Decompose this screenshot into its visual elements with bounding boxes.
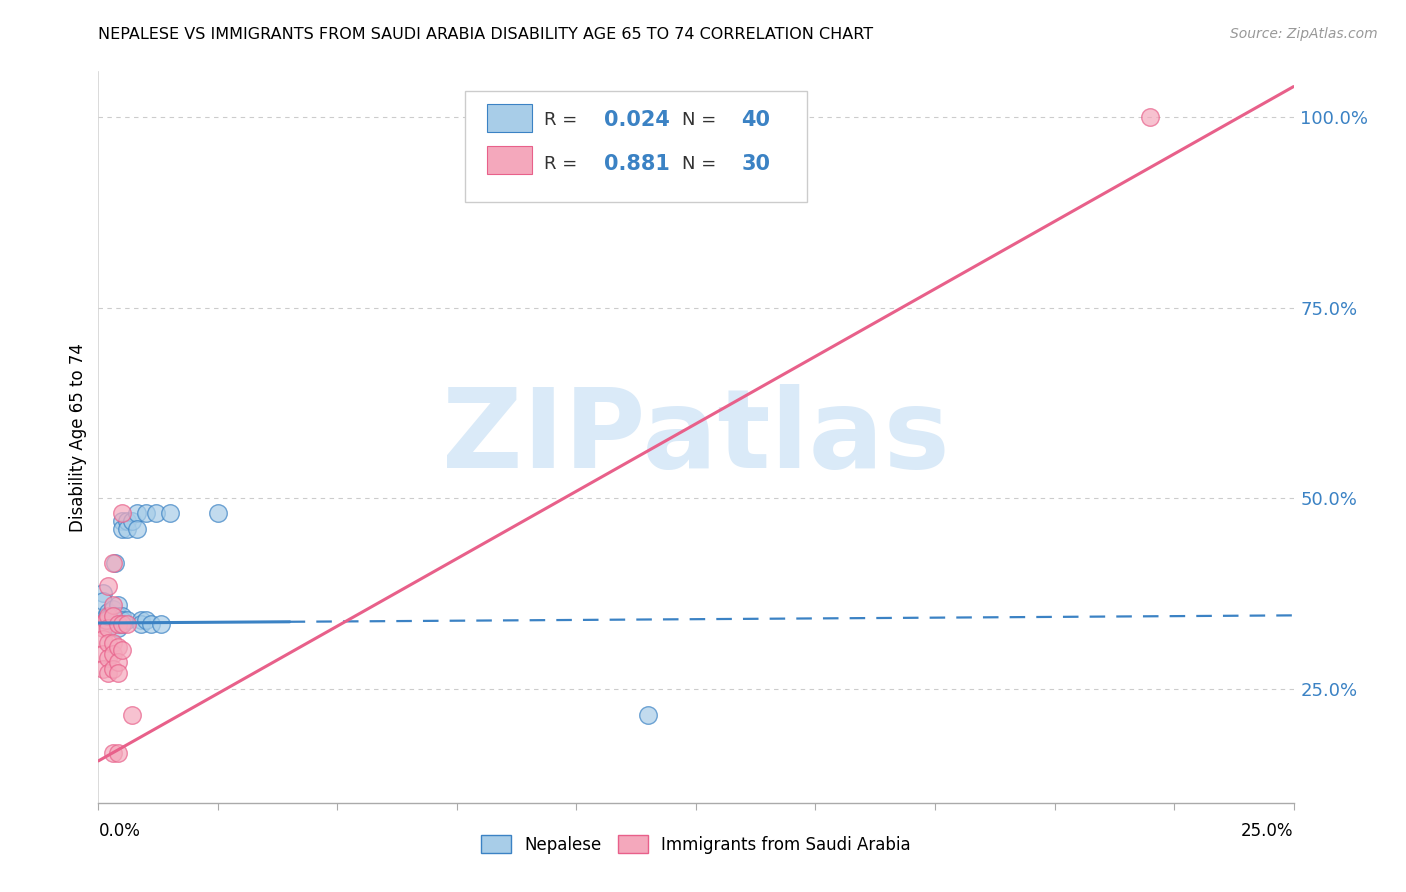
Point bbox=[101, 609, 124, 624]
Text: R =: R = bbox=[544, 155, 583, 173]
Point bbox=[91, 594, 114, 608]
Point bbox=[107, 616, 129, 631]
Point bbox=[97, 666, 120, 681]
Point bbox=[107, 655, 129, 669]
Point bbox=[107, 746, 129, 760]
Point bbox=[97, 651, 120, 665]
Point bbox=[101, 601, 124, 615]
Point bbox=[98, 616, 122, 631]
Point bbox=[101, 746, 124, 760]
Point bbox=[121, 514, 143, 528]
Point bbox=[101, 616, 124, 631]
Point bbox=[131, 613, 153, 627]
Text: NEPALESE VS IMMIGRANTS FROM SAUDI ARABIA DISABILITY AGE 65 TO 74 CORRELATION CHA: NEPALESE VS IMMIGRANTS FROM SAUDI ARABIA… bbox=[98, 27, 873, 42]
Point bbox=[115, 613, 138, 627]
Point bbox=[1139, 110, 1161, 124]
Point bbox=[107, 621, 129, 635]
Point bbox=[97, 579, 120, 593]
Point bbox=[107, 640, 129, 654]
Point bbox=[111, 514, 134, 528]
Point bbox=[107, 598, 129, 612]
Point bbox=[107, 609, 129, 624]
Point bbox=[91, 616, 114, 631]
Point bbox=[115, 514, 138, 528]
Text: N =: N = bbox=[682, 155, 721, 173]
Text: 0.881: 0.881 bbox=[605, 154, 669, 174]
Point bbox=[97, 605, 120, 619]
Point bbox=[115, 521, 138, 535]
Text: 40: 40 bbox=[741, 111, 770, 130]
Text: 0.024: 0.024 bbox=[605, 111, 669, 130]
Point bbox=[101, 636, 124, 650]
Text: 0.0%: 0.0% bbox=[98, 822, 141, 840]
Point bbox=[125, 521, 148, 535]
Point bbox=[101, 556, 124, 570]
Point bbox=[107, 616, 129, 631]
Point bbox=[145, 506, 167, 520]
Point bbox=[104, 556, 127, 570]
Point bbox=[97, 636, 120, 650]
Point bbox=[111, 609, 134, 624]
Point bbox=[125, 506, 148, 520]
Point bbox=[107, 666, 129, 681]
Point bbox=[91, 647, 114, 661]
Text: N =: N = bbox=[682, 112, 721, 129]
Point bbox=[135, 613, 157, 627]
Point bbox=[135, 506, 157, 520]
Point bbox=[101, 663, 124, 677]
Point bbox=[97, 621, 120, 635]
Point bbox=[91, 663, 114, 677]
Point bbox=[139, 616, 162, 631]
Point bbox=[149, 616, 172, 631]
Point bbox=[111, 616, 134, 631]
Text: ZIPatlas: ZIPatlas bbox=[441, 384, 950, 491]
Point bbox=[159, 506, 181, 520]
Point bbox=[111, 613, 134, 627]
Point bbox=[94, 613, 117, 627]
Point bbox=[98, 609, 122, 624]
Point bbox=[121, 708, 143, 723]
Legend: Nepalese, Immigrants from Saudi Arabia: Nepalese, Immigrants from Saudi Arabia bbox=[474, 829, 918, 860]
Point bbox=[94, 613, 117, 627]
Text: Source: ZipAtlas.com: Source: ZipAtlas.com bbox=[1230, 27, 1378, 41]
Point bbox=[131, 616, 153, 631]
Point bbox=[97, 613, 120, 627]
FancyBboxPatch shape bbox=[465, 91, 807, 202]
Text: R =: R = bbox=[544, 112, 583, 129]
Point bbox=[101, 598, 124, 612]
FancyBboxPatch shape bbox=[486, 146, 533, 174]
FancyBboxPatch shape bbox=[486, 104, 533, 132]
Point bbox=[115, 616, 138, 631]
Point bbox=[111, 521, 134, 535]
Text: 30: 30 bbox=[741, 154, 770, 174]
Point bbox=[207, 506, 229, 520]
Point bbox=[101, 609, 124, 624]
Point bbox=[91, 616, 114, 631]
Point bbox=[111, 616, 134, 631]
Point bbox=[111, 506, 134, 520]
Point bbox=[107, 613, 129, 627]
Text: 25.0%: 25.0% bbox=[1241, 822, 1294, 840]
Point bbox=[91, 586, 114, 600]
Point bbox=[97, 609, 120, 624]
Point bbox=[101, 647, 124, 661]
Point bbox=[111, 643, 134, 657]
Point bbox=[94, 609, 117, 624]
Y-axis label: Disability Age 65 to 74: Disability Age 65 to 74 bbox=[69, 343, 87, 532]
Point bbox=[91, 621, 114, 635]
Point bbox=[101, 613, 124, 627]
Point bbox=[91, 632, 114, 646]
Point bbox=[637, 708, 659, 723]
